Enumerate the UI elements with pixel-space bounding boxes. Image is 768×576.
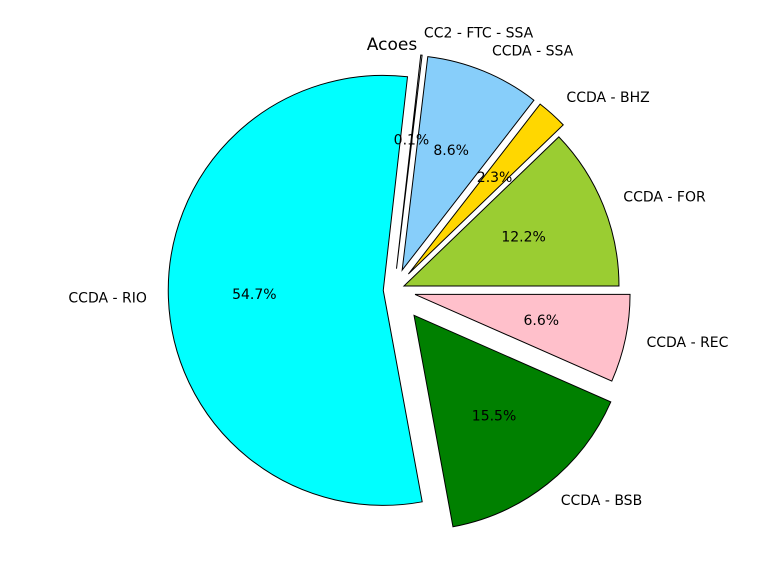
category-label-cc2-ftc-ssa: CC2 - FTC - SSA bbox=[424, 26, 534, 42]
pct-label-ccda-bhz: 2.3% bbox=[477, 170, 513, 186]
category-label-ccda-bhz: CCDA - BHZ bbox=[566, 90, 649, 106]
labels-layer: 12.2% CCDA - FOR 2.3% CCDA - BHZ 8.6% CCDA - … bbox=[68, 26, 728, 509]
category-label-ccda-for: CCDA - FOR bbox=[623, 190, 706, 206]
slices-layer bbox=[167, 54, 631, 528]
category-label-ccda-rec: CCDA - REC bbox=[646, 335, 728, 351]
pct-label-ccda-rio: 54.7% bbox=[232, 287, 276, 303]
category-label-ccda-bsb: CCDA - BSB bbox=[561, 493, 642, 509]
pct-label-ccda-bsb: 15.5% bbox=[472, 408, 516, 424]
category-label-ccda-rio: CCDA - RIO bbox=[68, 291, 147, 307]
pie-slice-cc2-ftc-ssa bbox=[395, 54, 423, 269]
pie-slice-ccda-bhz bbox=[407, 103, 564, 275]
pct-label-ccda-rec: 6.6% bbox=[523, 313, 559, 329]
pct-label-ccda-ssa: 8.6% bbox=[433, 143, 469, 159]
pie-slice-ccda-rec bbox=[414, 293, 631, 382]
chart-title: Acoes bbox=[367, 35, 418, 55]
pie-slice-ccda-ssa bbox=[401, 56, 535, 272]
pct-label-cc2-ftc-ssa: 0.1% bbox=[394, 133, 430, 149]
pct-label-ccda-for: 12.2% bbox=[501, 230, 545, 246]
category-label-ccda-ssa: CCDA - SSA bbox=[492, 43, 574, 59]
pie-slice-ccda-for bbox=[402, 136, 620, 287]
pie-slice-ccda-rio bbox=[167, 74, 423, 506]
pie-slice-ccda-bsb bbox=[413, 314, 612, 528]
